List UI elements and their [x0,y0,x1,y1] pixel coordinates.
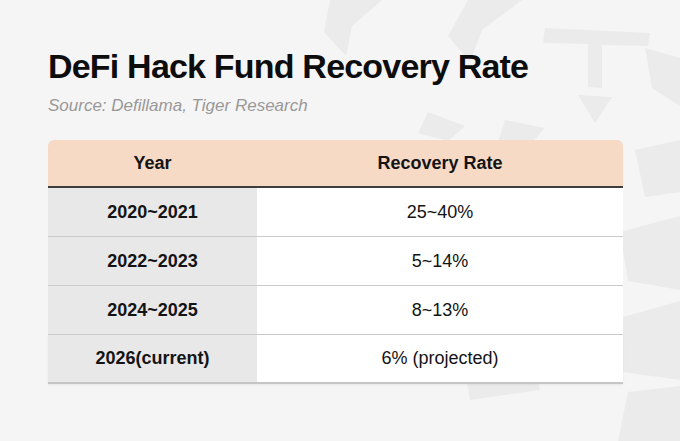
table-row: 2026(current)6% (projected) [48,335,623,384]
table-row: 2024~20258~13% [48,286,623,335]
recovery-rate-cell: 8~13% [257,286,623,334]
year-cell: 2022~2023 [48,237,257,285]
table-body: 2020~202125~40%2022~20235~14%2024~20258~… [48,188,623,384]
year-cell: 2020~2021 [48,188,257,236]
year-cell: 2024~2025 [48,286,257,334]
year-cell: 2026(current) [48,335,257,382]
column-header-year: Year [48,140,257,186]
source-caption: Source: Defillama, Tiger Research [48,96,308,116]
recovery-rate-table: Year Recovery Rate 2020~202125~40%2022~2… [48,140,623,384]
table-row: 2020~202125~40% [48,188,623,237]
recovery-rate-cell: 5~14% [257,237,623,285]
recovery-rate-cell: 25~40% [257,188,623,236]
table-row: 2022~20235~14% [48,237,623,286]
table-header-row: Year Recovery Rate [48,140,623,188]
page-title: DeFi Hack Fund Recovery Rate [48,47,528,86]
infographic: DeFi Hack Fund Recovery Rate Source: Def… [0,0,680,441]
recovery-rate-cell: 6% (projected) [257,335,623,382]
column-header-recovery-rate: Recovery Rate [257,140,623,186]
